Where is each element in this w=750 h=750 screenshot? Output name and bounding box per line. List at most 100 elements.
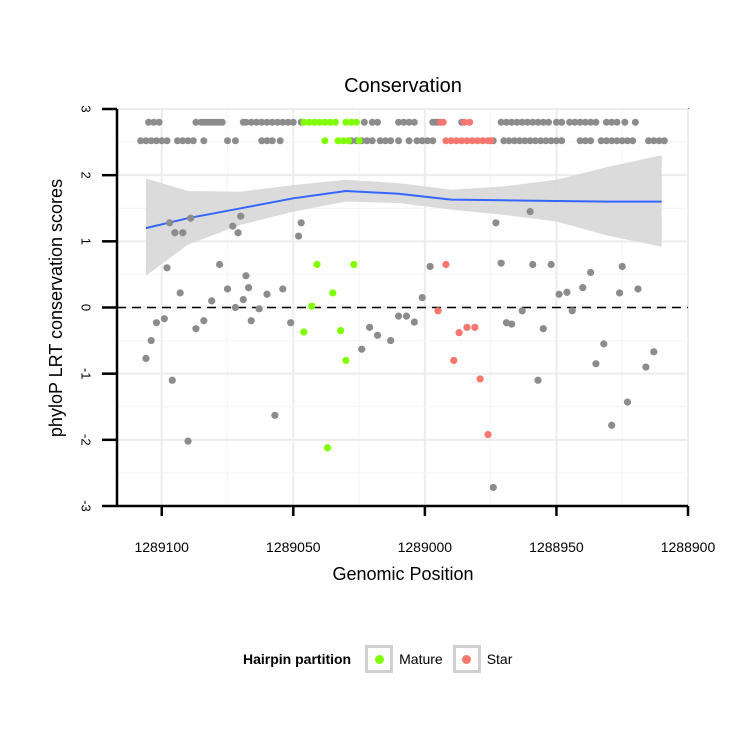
- rug-point-other: [387, 137, 395, 145]
- data-point-other: [426, 262, 434, 271]
- rug-point-other: [631, 118, 639, 126]
- data-point-other: [229, 222, 237, 230]
- rug-point-other: [137, 137, 145, 145]
- rug-point-other: [655, 137, 663, 145]
- data-point-mature: [300, 328, 308, 336]
- data-point-other: [152, 319, 161, 327]
- rug-point-other: [629, 137, 637, 145]
- data-point-other: [618, 262, 626, 271]
- rug-point-other: [405, 137, 413, 145]
- data-point-other: [600, 340, 608, 348]
- data-point-other: [176, 289, 184, 297]
- rug-point-mature: [310, 118, 318, 126]
- data-point-other: [555, 290, 563, 298]
- rug-point-other: [660, 137, 668, 145]
- data-point-other: [592, 360, 600, 368]
- data-point-other: [287, 319, 295, 327]
- x-tick-label: 1289000: [398, 539, 453, 555]
- rug-point-other: [534, 118, 542, 126]
- data-point-other: [402, 312, 411, 320]
- rug-point-other: [405, 118, 413, 126]
- data-point-other: [497, 259, 505, 267]
- data-point-other: [547, 260, 555, 269]
- rug-point-other: [395, 137, 403, 145]
- rug-point-other: [505, 137, 513, 145]
- data-point-other: [518, 307, 526, 315]
- rug-point-other: [523, 118, 531, 126]
- rug-point-other: [224, 137, 232, 145]
- rug-point-other: [142, 137, 150, 145]
- rug-point-other: [508, 118, 516, 126]
- y-tick-label: 2: [79, 172, 94, 179]
- data-point-other: [387, 336, 395, 345]
- rug-point-other: [284, 118, 292, 126]
- rug-point-other: [592, 118, 600, 126]
- rug-point-other: [145, 118, 153, 126]
- legend-key-mature: [365, 645, 394, 673]
- rug-point-other: [368, 118, 376, 126]
- data-point-other: [263, 290, 271, 298]
- confidence-band: [145, 155, 662, 276]
- data-point-other: [184, 437, 192, 445]
- rug-point-other: [429, 137, 437, 145]
- rug-point-mature: [305, 118, 313, 126]
- data-point-other: [171, 229, 179, 237]
- data-point-mature: [342, 356, 350, 365]
- rug-point-other: [587, 137, 595, 145]
- data-point-other: [373, 331, 382, 339]
- data-point-other: [187, 214, 195, 222]
- rug-point-other: [645, 137, 653, 145]
- rug-point-other: [500, 137, 508, 145]
- rug-point-other: [252, 118, 260, 126]
- rug-point-other: [423, 137, 431, 145]
- rug-point-other: [247, 118, 255, 126]
- data-point-other: [410, 318, 418, 326]
- legend-label-mature: Mature: [399, 651, 443, 667]
- rug-point-star: [439, 118, 447, 126]
- data-point-other: [271, 411, 279, 419]
- data-point-other: [242, 272, 250, 280]
- data-point-mature: [313, 260, 321, 269]
- x-tick-label: 1289100: [134, 539, 189, 555]
- legend-key-star: [452, 645, 481, 673]
- data-point-other: [568, 307, 576, 315]
- data-point-star: [455, 329, 463, 337]
- data-point-other: [208, 297, 216, 305]
- rug-point-other: [576, 118, 584, 126]
- rug-point-other: [192, 118, 200, 126]
- data-point-other: [294, 232, 303, 240]
- data-point-star: [476, 375, 484, 383]
- data-point-other: [418, 293, 426, 302]
- data-point-other: [394, 312, 403, 320]
- rug-point-other: [587, 118, 595, 126]
- data-point-other: [642, 363, 650, 371]
- data-point-other: [526, 207, 534, 216]
- data-point-other: [237, 212, 245, 220]
- legend-title: Hairpin partition: [243, 651, 352, 667]
- data-point-other: [142, 354, 150, 363]
- rug-point-other: [152, 137, 160, 145]
- data-point-mature: [329, 289, 337, 297]
- data-point-other: [279, 285, 287, 293]
- rug-point-mature: [345, 137, 353, 145]
- x-tick-label: 1289050: [266, 539, 321, 555]
- rug-point-star: [473, 137, 481, 145]
- data-point-other: [163, 264, 171, 272]
- rug-point-other: [381, 137, 389, 145]
- rug-point-other: [618, 137, 626, 145]
- x-axis: 1289100 1289050 1289000 1288950 1288900: [117, 504, 715, 555]
- trend-line-group: [145, 189, 662, 230]
- rug-point-mature: [326, 118, 334, 126]
- x-tick-label: 1288950: [529, 539, 584, 555]
- data-point-star: [434, 307, 442, 315]
- rug-point-other: [521, 137, 529, 145]
- rug-point-star: [458, 137, 466, 145]
- rug-point-other: [158, 137, 166, 145]
- rug-point-other: [547, 137, 555, 145]
- rug-point-other: [268, 118, 276, 126]
- rug-point-other: [179, 137, 187, 145]
- rug-point-other: [395, 118, 403, 126]
- data-point-other: [529, 260, 537, 269]
- rug-point-mature: [352, 118, 360, 126]
- data-point-star: [463, 323, 471, 331]
